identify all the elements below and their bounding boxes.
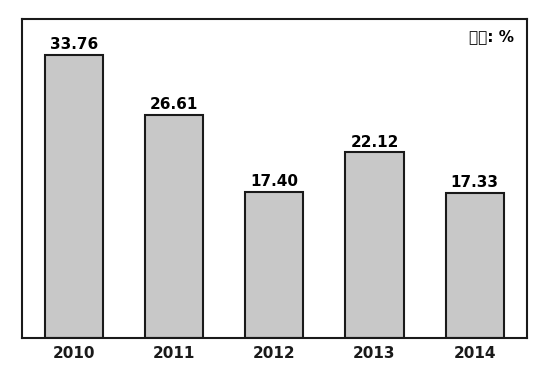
Text: 26.61: 26.61 — [150, 97, 198, 112]
Bar — [145, 115, 203, 338]
Text: 17.33: 17.33 — [451, 175, 498, 190]
Bar — [45, 55, 103, 338]
Text: 단위: %: 단위: % — [469, 29, 514, 44]
Bar — [345, 152, 403, 338]
Text: 33.76: 33.76 — [49, 37, 98, 52]
Bar — [446, 192, 504, 338]
Text: 17.40: 17.40 — [250, 174, 298, 189]
Bar — [245, 192, 304, 338]
Text: 22.12: 22.12 — [350, 135, 399, 150]
